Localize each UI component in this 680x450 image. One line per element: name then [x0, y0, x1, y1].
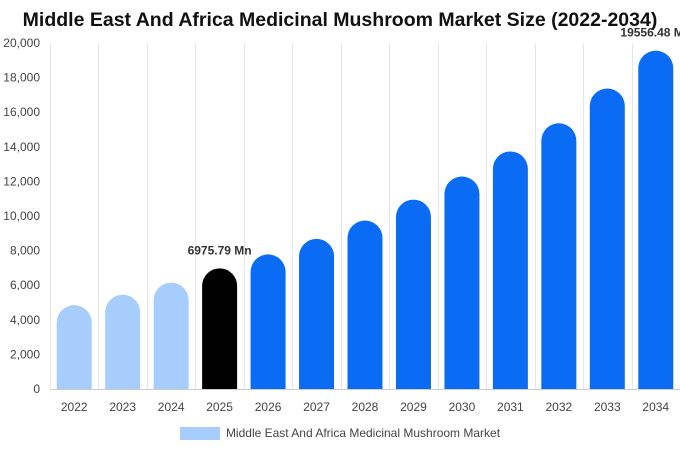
- y-tick-label: 4,000: [10, 313, 40, 327]
- x-tick-label: 2027: [303, 400, 330, 414]
- x-tick-label: 2030: [449, 400, 476, 414]
- bar-2028: [347, 220, 383, 389]
- y-tick-label: 8,000: [10, 244, 40, 258]
- bar-2033: [589, 88, 625, 389]
- bar-2023: [105, 294, 141, 389]
- y-tick-label: 10,000: [3, 209, 40, 223]
- bar-2027: [299, 238, 335, 389]
- y-tick-label: 2,000: [10, 347, 40, 361]
- x-tick-label: 2022: [61, 400, 88, 414]
- y-tick-label: 18,000: [3, 71, 40, 85]
- legend-label: Middle East And Africa Medicinal Mushroo…: [225, 426, 501, 440]
- x-tick-label: 2026: [255, 400, 282, 414]
- y-tick-label: 20,000: [3, 36, 40, 50]
- bar-2032: [541, 123, 577, 389]
- bar-2022: [56, 305, 92, 389]
- bar-2026: [250, 254, 286, 389]
- bar-2029: [395, 199, 431, 389]
- bar-2034: [638, 50, 674, 389]
- bars: [56, 50, 674, 389]
- x-tick-label: 2028: [352, 400, 379, 414]
- bar-2024: [153, 282, 189, 389]
- y-tick-label: 6,000: [10, 278, 40, 292]
- bar-2025: [202, 268, 238, 389]
- x-tick-label: 2034: [642, 400, 669, 414]
- x-tick-label: 2032: [545, 400, 572, 414]
- axes: 0 2,000 4,000 6,000 8,000 10,000 12,000 14,000 1…: [3, 36, 680, 414]
- x-tick-label: 2025: [206, 400, 233, 414]
- data-label-2034: 19556.48 Mn: [620, 26, 680, 40]
- x-tick-label: 2024: [158, 400, 185, 414]
- y-tick-label: 16,000: [3, 105, 40, 119]
- chart-title: Middle East And Africa Medicinal Mushroo…: [22, 9, 658, 31]
- bar-2030: [444, 176, 480, 389]
- labels: 6975.79 Mn 19556.48 Mn: [188, 26, 680, 258]
- data-label-2025: 6975.79 Mn: [188, 243, 252, 257]
- x-tick-label: 2033: [594, 400, 621, 414]
- legend-swatch: [179, 426, 220, 440]
- y-tick-label: 14,000: [3, 140, 40, 154]
- y-tick-label: 0: [33, 382, 40, 396]
- bar-2031: [492, 151, 528, 389]
- x-tick-label: 2023: [109, 400, 136, 414]
- x-tick-label: 2029: [400, 400, 427, 414]
- grid-lines: [50, 43, 633, 389]
- legend: Middle East And Africa Medicinal Mushroo…: [0, 426, 680, 440]
- x-tick-label: 2031: [497, 400, 524, 414]
- y-tick-label: 12,000: [3, 174, 40, 188]
